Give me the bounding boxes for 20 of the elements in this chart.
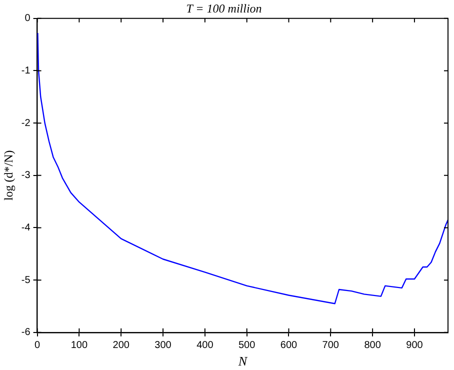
x-axis-title: N [237,354,248,369]
x-tick-label: 300 [154,340,172,352]
y-tick-label: -6 [21,327,31,338]
y-tick-label: -4 [21,222,31,234]
y-tick-label: -1 [21,65,31,76]
x-tick-label: 500 [238,340,256,352]
x-tick-label: 400 [196,340,214,352]
x-tick-label: 100 [70,340,88,352]
chart-title: T = 100 million [186,1,262,16]
x-tick-label: 800 [364,340,382,352]
y-tick-label: -2 [21,118,31,129]
x-tick-label: 700 [322,340,340,352]
x-tick-label: 900 [406,340,424,352]
x-tick-label: 0 [34,340,41,352]
x-tick-label: 600 [280,340,298,352]
x-tick-label: 200 [112,340,130,352]
y-tick-label: -3 [21,170,31,182]
y-tick-label: 0 [24,13,31,24]
y-tick-label: -5 [21,274,31,286]
y-axis-title: log (d*/N) [1,150,16,201]
